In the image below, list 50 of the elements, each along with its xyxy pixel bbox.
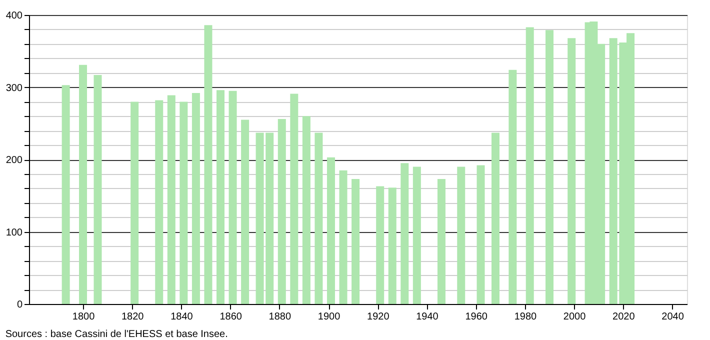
- bar: [94, 74, 102, 304]
- x-tick-label: 1900: [318, 312, 341, 322]
- bar: [526, 27, 534, 304]
- bar: [302, 116, 310, 304]
- x-tick-label: 1880: [268, 312, 292, 322]
- bar: [130, 102, 139, 304]
- bar: [314, 132, 323, 304]
- bar: [228, 90, 237, 304]
- x-tick-label: 1860: [220, 312, 242, 322]
- y-tick-label: 400: [6, 10, 23, 22]
- bar: [376, 186, 384, 304]
- bar: [180, 102, 188, 304]
- x-tick-label: 1940: [416, 312, 439, 322]
- bar: [388, 188, 396, 304]
- x-tick-label: 2000: [563, 312, 586, 322]
- bar: [204, 25, 212, 304]
- bar: [192, 93, 200, 304]
- bar: [167, 95, 176, 304]
- source-note: Sources : base Cassini de l'EHESS et base Insee.: [5, 329, 228, 340]
- x-tick-label: 1800: [72, 312, 96, 322]
- x-tick-label: 2040: [662, 312, 684, 322]
- y-tick-label: 300: [6, 82, 23, 94]
- bar: [568, 38, 576, 304]
- bar: [339, 170, 348, 304]
- bar: [412, 166, 421, 304]
- x-tick-label: 1960: [465, 312, 488, 322]
- bar: [278, 119, 286, 304]
- bar: [400, 163, 409, 304]
- bar: [352, 179, 360, 304]
- x-tick-label: 2020: [612, 312, 636, 322]
- x-tick-label: 1820: [121, 312, 144, 322]
- bar: [457, 166, 466, 304]
- bar: [155, 100, 164, 304]
- bar: [79, 64, 88, 304]
- x-tick-label: 1980: [514, 312, 538, 322]
- bar: [290, 94, 298, 304]
- bar: [546, 30, 554, 304]
- y-tick-label: 200: [6, 155, 23, 166]
- x-tick-label: 1920: [367, 312, 390, 322]
- bar: [508, 70, 517, 304]
- bar: [216, 90, 225, 304]
- bar: [491, 132, 500, 304]
- bar: [476, 165, 485, 304]
- bar: [62, 85, 70, 304]
- x-tick-label: 1840: [170, 312, 194, 322]
- bar: [437, 179, 446, 304]
- bar: [326, 157, 335, 304]
- y-tick-label: 0: [16, 300, 23, 310]
- bar: [241, 120, 250, 304]
- y-tick-label: 100: [6, 227, 23, 238]
